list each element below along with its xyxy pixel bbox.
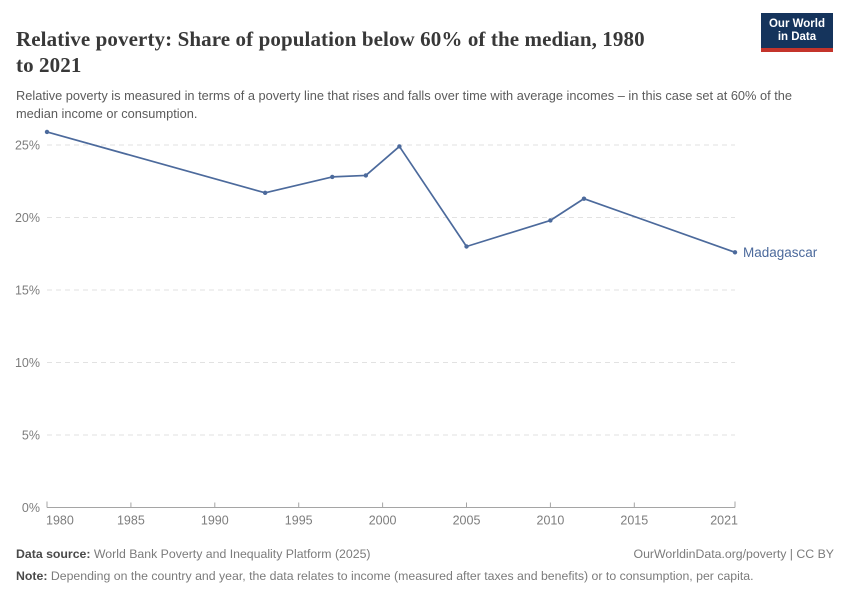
y-tick-label: 15% — [15, 284, 40, 298]
page-title-line2: to 2021 — [16, 53, 82, 78]
y-tick-label: 10% — [15, 356, 40, 370]
x-tick-label: 1995 — [285, 514, 313, 528]
data-point[interactable] — [548, 218, 553, 223]
data-point[interactable] — [397, 144, 402, 149]
line-chart[interactable]: 0% 5% 10% 15% 20% 25% 1980 1985 1990 1995 2000 2005… — [0, 112, 850, 544]
page-title-line1: Relative poverty: Share of population be… — [16, 27, 645, 52]
note-label: Note: — [16, 569, 48, 583]
data-source-value: World Bank Poverty and Inequality Platfo… — [93, 547, 371, 561]
owid-logo[interactable]: Our World in Data — [760, 13, 833, 52]
data-source-row: Data source: World Bank Poverty and Ineq… — [16, 547, 371, 563]
x-tick-label: 2000 — [369, 514, 397, 528]
page-title: Relative poverty: Share of population be… — [16, 26, 756, 78]
data-point[interactable] — [581, 196, 587, 201]
chart-subtitle: Relative poverty is measured in terms of… — [16, 87, 792, 122]
entity-label[interactable]: Madagascar — [743, 245, 818, 260]
x-tick-label: 1990 — [201, 514, 229, 528]
data-point[interactable] — [330, 174, 335, 180]
owid-logo-line1: Our World — [768, 18, 825, 30]
data-point[interactable] — [464, 244, 469, 249]
note-row: Note: Depending on the country and year,… — [16, 569, 816, 585]
data-point[interactable] — [732, 250, 738, 255]
note-value: Depending on the country and year, the d… — [50, 569, 754, 583]
data-point[interactable] — [262, 190, 268, 196]
x-tick-label: 1985 — [117, 514, 145, 528]
data-point[interactable] — [44, 129, 50, 135]
y-tick-label: 5% — [22, 429, 40, 443]
y-tick-label: 0% — [22, 501, 40, 515]
x-tick-label: 2021 — [710, 514, 738, 528]
credit-link[interactable]: OurWorldinData.org/poverty | CC BY — [633, 547, 834, 561]
x-tick-label: 2015 — [620, 514, 648, 528]
madagascar-line[interactable] — [46, 131, 736, 254]
x-tick-label: 1980 — [46, 514, 74, 528]
data-source-label: Data source: — [16, 547, 91, 561]
data-point[interactable] — [363, 173, 369, 178]
y-tick-label: 20% — [15, 211, 40, 225]
y-tick-label: 25% — [15, 139, 40, 153]
x-tick-label: 2005 — [453, 514, 481, 528]
owid-logo-line2: in Data — [777, 31, 817, 43]
x-tick-label: 2010 — [537, 514, 565, 528]
